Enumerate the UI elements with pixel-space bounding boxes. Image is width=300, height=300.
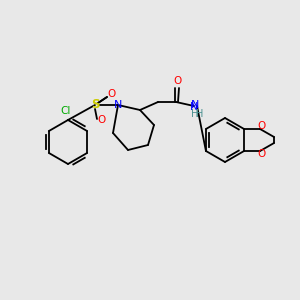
Text: O: O — [107, 89, 115, 99]
Text: S: S — [91, 98, 99, 112]
Text: H: H — [191, 109, 199, 119]
Text: H: H — [196, 109, 204, 119]
Text: O: O — [174, 76, 182, 86]
Text: Cl: Cl — [61, 106, 71, 116]
Text: N: N — [191, 100, 199, 110]
Text: O: O — [257, 121, 265, 131]
Text: O: O — [257, 149, 265, 159]
Text: N: N — [190, 102, 198, 112]
Text: O: O — [98, 115, 106, 125]
Text: N: N — [114, 100, 122, 110]
